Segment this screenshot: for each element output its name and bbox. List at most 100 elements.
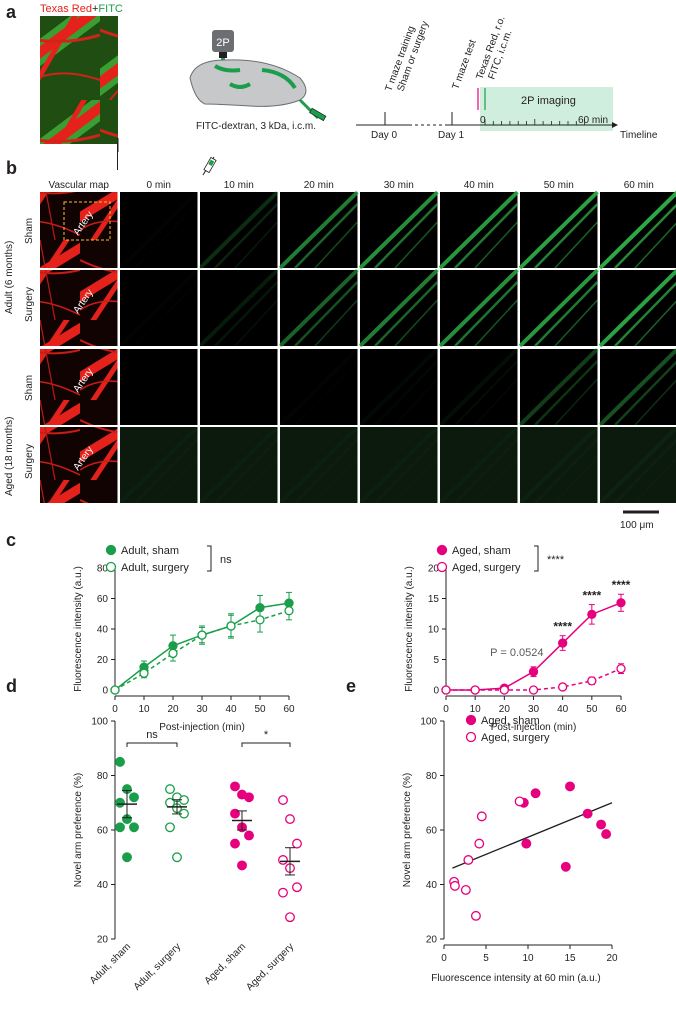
legend-marker <box>436 561 448 573</box>
timeline-label: Timeline <box>620 130 658 141</box>
data-point <box>474 838 485 849</box>
fitc-image-cell <box>518 190 599 270</box>
data-point <box>470 910 481 921</box>
scale-bar-label: 100 μm <box>620 520 654 531</box>
fitc-image-cell <box>120 192 198 268</box>
t0-label: 0 <box>480 115 486 126</box>
fitc-vessel <box>278 190 359 270</box>
data-point <box>582 808 593 819</box>
panel-c-chart-x-tick-label: 60 <box>615 704 627 715</box>
comparison-label: * <box>264 729 269 741</box>
legend-entry: Aged, sham <box>481 715 540 727</box>
fitc-image-cell <box>120 349 198 425</box>
fitc-vessel <box>314 221 359 269</box>
panel-c-chart-x-label: Post-injection (min) <box>159 722 245 733</box>
fitc-image-cell <box>598 347 676 427</box>
fitc-vessel <box>474 221 519 269</box>
data-point <box>528 667 539 677</box>
significance-label: **** <box>547 554 565 566</box>
fitc-image-cell <box>198 268 279 348</box>
fitc-vessel <box>554 378 599 426</box>
fitc-vessel <box>374 360 439 426</box>
fitc-vessel <box>474 299 519 347</box>
fitc-image-cell <box>518 425 599 505</box>
data-point <box>530 788 541 799</box>
fitc-vessel <box>294 203 359 269</box>
data-point <box>460 885 471 895</box>
data-point <box>284 606 294 616</box>
fitc-image-cell <box>278 425 359 505</box>
panel-d-y-tick-label: 60 <box>97 826 109 837</box>
panel-c-chart-y-tick-label: 60 <box>97 594 109 605</box>
fitc-vessel <box>534 360 599 426</box>
title-plus: + <box>92 3 98 15</box>
panel-c-label: c <box>6 530 16 550</box>
panel-c-chart-x-tick-label: 20 <box>499 704 511 715</box>
data-point <box>165 784 175 795</box>
roi-box <box>63 201 111 241</box>
t60-label: 60 min <box>578 115 608 126</box>
fitc-image-cell <box>278 268 359 348</box>
panel-c-chart-y-tick-label: 20 <box>428 564 440 575</box>
row-condition-label: Surgery <box>24 444 35 479</box>
fitc-vessel <box>598 425 676 505</box>
panel-c-chart-y-tick-label: 5 <box>433 655 439 666</box>
timeline-ticks <box>484 119 585 125</box>
fitc-image-background <box>520 427 598 503</box>
panel-c-chart-x-tick-label: 50 <box>586 704 598 715</box>
micrograph-image <box>40 16 118 144</box>
data-point <box>139 668 149 678</box>
data-point <box>244 792 254 803</box>
fitc-vessel <box>534 203 599 269</box>
row-condition-label: Surgery <box>24 287 35 322</box>
series-line-adult--sham <box>114 602 290 691</box>
fitc-vessel <box>438 268 519 348</box>
data-point <box>292 838 302 849</box>
data-point <box>616 664 626 674</box>
fitc-vessel <box>358 347 439 427</box>
panel-c-chart-y-tick-label: 20 <box>97 655 109 666</box>
column-header: 10 min <box>224 180 254 191</box>
mouse-brain-icon <box>189 59 320 120</box>
data-point <box>278 855 288 865</box>
imaging-label: 2P imaging <box>521 95 576 107</box>
fitc-vessel <box>358 268 439 348</box>
fitc-vessel <box>634 379 676 426</box>
panel-d-chart: 20 40 60 80 100 Novel arm preference (%) Adult… <box>73 717 302 993</box>
fitc-image-cell <box>118 425 199 505</box>
panel-c-chart-y-tick-label: 0 <box>102 686 108 697</box>
fitc-image-cell <box>518 347 599 427</box>
data-point <box>514 796 525 807</box>
fitc-image-cell <box>358 190 439 270</box>
fitc-vessel <box>358 425 439 505</box>
row-condition-label: Sham <box>24 218 35 244</box>
syringe-icon <box>309 107 327 122</box>
fitc-vessel <box>634 300 676 347</box>
panel-c-chart-x-tick-label: 10 <box>470 704 482 715</box>
imaging-window <box>480 87 613 131</box>
fitc-vessel <box>278 268 359 348</box>
column-header: 40 min <box>464 180 494 191</box>
panel-e-y-tick-label: 40 <box>426 880 438 891</box>
data-point <box>587 676 597 686</box>
legend-entry: Aged, sham <box>452 545 511 557</box>
fitc-image-background <box>200 349 278 425</box>
column-header: 30 min <box>384 180 414 191</box>
day1-label: Day 1 <box>438 130 465 141</box>
data-point <box>115 822 125 833</box>
data-point <box>115 756 125 767</box>
fitc-image-background <box>200 192 278 268</box>
data-point <box>230 838 240 849</box>
fitc-image-background <box>360 349 438 425</box>
panel-c-chart-y-label: Fluorescence intensity (a.u.) <box>73 566 84 692</box>
panel-c-chart-x-tick-label: 30 <box>196 704 208 715</box>
data-point <box>560 861 571 872</box>
fitc-vessel <box>518 425 599 505</box>
data-point <box>278 887 288 898</box>
two-photon-scope-icon: 2P <box>212 30 234 62</box>
data-point <box>596 819 607 830</box>
data-point <box>278 795 288 805</box>
data-point <box>463 855 474 865</box>
data-point <box>230 781 240 792</box>
fitc-image-cell <box>598 425 676 505</box>
